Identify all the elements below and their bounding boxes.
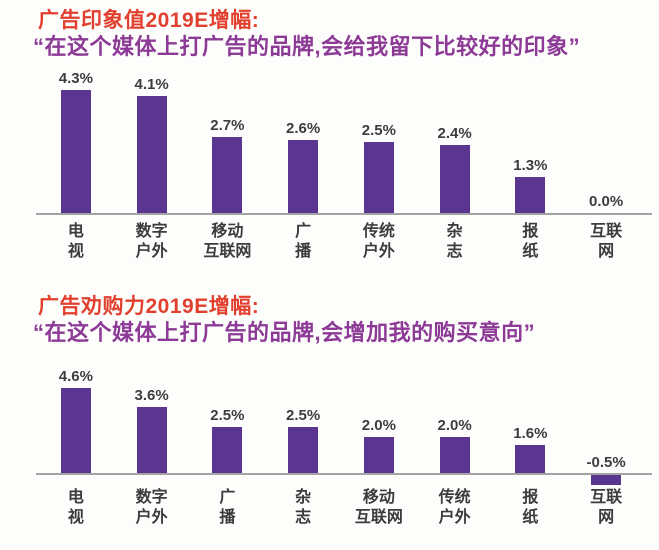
category-label: 数字 户外 — [135, 489, 168, 526]
chart-impression-section: 广告印象值2019E增幅: “在这个媒体上打广告的品牌,会给我留下比较好的印象”… — [0, 0, 659, 262]
bar-value-label: 2.4% — [437, 125, 472, 142]
category-label: 移动 互联网 — [354, 489, 403, 526]
bar-value-label: 4.6% — [58, 368, 93, 385]
bar-column: -0.5% — [568, 368, 644, 485]
bar — [212, 427, 243, 475]
category-label: 数字 户外 — [135, 223, 168, 260]
chart-title: 广告印象值2019E增幅: — [38, 9, 260, 32]
category-label: 杂 志 — [446, 223, 463, 260]
bar-column: 4.6% — [38, 368, 114, 475]
bar — [363, 142, 394, 215]
category-label: 移动 互联网 — [203, 223, 252, 260]
category-label: 互联 网 — [590, 223, 623, 260]
bar-value-label: 2.0% — [361, 417, 396, 434]
bar — [60, 90, 91, 215]
bar-value-label: 2.5% — [361, 122, 396, 139]
category-label: 电 视 — [67, 223, 84, 260]
bar-plot: 4.3% 4.1% 2.7% 2.6% 2.5% 2.4% 1.3% 0.0% — [36, 68, 652, 215]
bar-column: 0.0% — [568, 68, 644, 215]
category-label: 报 纸 — [522, 489, 539, 526]
chart-persuasion-section: 广告劝购力2019E增幅: “在这个媒体上打广告的品牌,会增加我的购买意向” 4… — [0, 262, 659, 528]
category-label: 互联 网 — [590, 489, 623, 526]
bar-value-label: 1.3% — [513, 157, 548, 174]
bar-value-label: 2.0% — [437, 417, 472, 434]
bar — [439, 145, 470, 215]
bar — [515, 177, 546, 215]
bar-column: 4.1% — [114, 68, 190, 215]
bar-column: 1.3% — [493, 68, 569, 215]
bar-value-label: 0.0% — [589, 193, 624, 210]
bar — [60, 388, 91, 475]
bar-value-label: 4.3% — [58, 70, 93, 87]
bar-value-label: 3.6% — [134, 387, 169, 404]
bar-column: 2.0% — [341, 368, 417, 475]
bar-value-label: 2.7% — [210, 117, 245, 134]
chart-subtitle: “在这个媒体上打广告的品牌,会给我留下比较好的印象” — [33, 34, 581, 59]
bar-column: 2.4% — [417, 68, 493, 215]
bar — [136, 96, 167, 215]
bar-column: 2.5% — [190, 368, 266, 475]
bar-column: 1.6% — [493, 368, 569, 475]
category-label: 电 视 — [67, 489, 84, 526]
bar-column: 2.6% — [265, 68, 341, 215]
category-labels-row: 电 视 数字 户外 移动 互联网 广 播 传统 户外 杂 志 报 纸 互联 网 — [38, 222, 644, 262]
category-label: 广 播 — [295, 223, 312, 260]
x-axis-line — [36, 213, 652, 215]
bar-value-label: -0.5% — [586, 454, 626, 471]
bar-column: 2.5% — [341, 68, 417, 215]
chart-title: 广告劝购力2019E增幅: — [38, 295, 260, 318]
bar — [288, 140, 319, 215]
bar — [136, 407, 167, 475]
bar — [591, 475, 622, 485]
bar — [288, 427, 319, 475]
category-labels-row: 电 视 数字 户外 广 播 杂 志 移动 互联网 传统 户外 报 纸 互联 网 — [38, 488, 644, 528]
bar — [515, 445, 546, 475]
bar — [439, 437, 470, 475]
bar — [212, 137, 243, 215]
bar-column: 3.6% — [114, 368, 190, 475]
bar-value-label: 2.5% — [286, 407, 321, 424]
bar — [363, 437, 394, 475]
category-label: 传统 户外 — [438, 489, 471, 526]
bar-value-label: 2.6% — [286, 120, 321, 137]
bar-plot: 4.6% 3.6% 2.5% 2.5% 2.0% 2.0% 1.6% -0.5% — [36, 368, 652, 485]
category-label: 广 播 — [219, 489, 236, 526]
bar-value-label: 1.6% — [513, 425, 548, 442]
category-label: 报 纸 — [522, 223, 539, 260]
bar-value-label: 4.1% — [134, 76, 169, 93]
chart-subtitle: “在这个媒体上打广告的品牌,会增加我的购买意向” — [33, 320, 536, 345]
bar-value-label: 2.5% — [210, 407, 245, 424]
bar-column: 2.5% — [265, 368, 341, 475]
bar-column: 2.0% — [417, 368, 493, 475]
category-label: 杂 志 — [295, 489, 312, 526]
x-axis-line — [36, 473, 652, 475]
category-label: 传统 户外 — [362, 223, 395, 260]
bar-column: 2.7% — [190, 68, 266, 215]
bar-column: 4.3% — [38, 68, 114, 215]
